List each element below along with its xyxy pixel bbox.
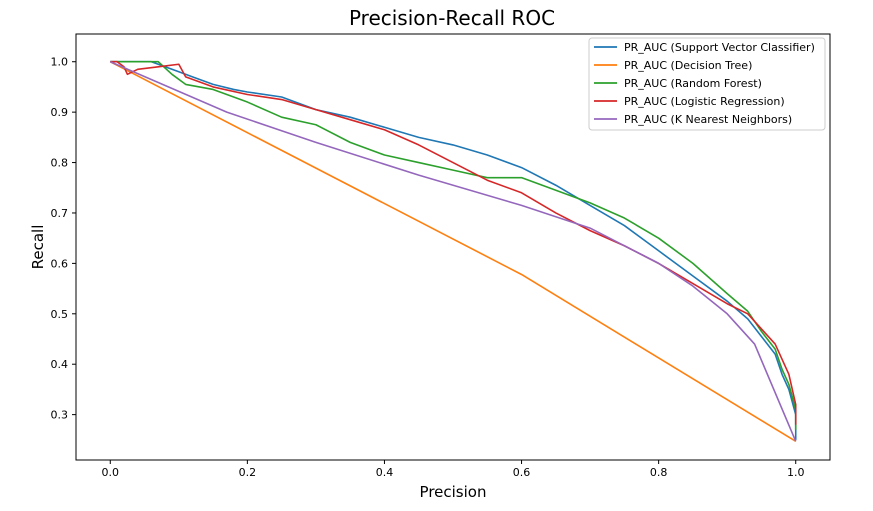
legend-entry-4: PR_AUC (K Nearest Neighbors) xyxy=(624,113,792,126)
x-axis-ticks: 0.0 0.2 0.4 0.6 0.8 1.0 xyxy=(102,460,805,479)
series-line-2 xyxy=(110,60,797,430)
legend-entry-3: PR_AUC (Logistic Regression) xyxy=(624,95,785,108)
y-tick-label: 1.0 xyxy=(51,56,69,69)
x-axis-label: Precision xyxy=(420,483,487,501)
y-tick-label: 0.9 xyxy=(51,106,69,119)
y-tick-label: 0.8 xyxy=(51,157,69,170)
y-tick-label: 0.4 xyxy=(51,358,69,371)
x-tick-label: 0.0 xyxy=(102,466,120,479)
y-tick-label: 0.5 xyxy=(51,308,69,321)
y-axis-ticks: 0.3 0.4 0.5 0.6 0.7 0.8 0.9 1.0 xyxy=(51,56,76,422)
legend-entry-0: PR_AUC (Support Vector Classifier) xyxy=(624,41,815,54)
legend-box xyxy=(588,37,826,131)
series-line-4 xyxy=(109,60,797,442)
x-tick-label: 0.2 xyxy=(239,466,257,479)
legend-entry-2: PR_AUC (Random Forest) xyxy=(624,77,762,90)
x-tick-label: 0.6 xyxy=(513,466,531,479)
chart-title: Precision-Recall ROC xyxy=(349,6,555,30)
legend: PR_AUC (Support Vector Classifier) PR_AUC… xyxy=(588,37,826,131)
series-line-3 xyxy=(110,60,797,425)
x-tick-label: 0.4 xyxy=(376,466,394,479)
y-tick-label: 0.3 xyxy=(51,409,69,422)
plot-area-frame xyxy=(75,33,831,461)
y-tick-label: 0.6 xyxy=(51,257,69,270)
series-line-1 xyxy=(109,61,797,443)
y-axis-label: Recall xyxy=(29,225,47,270)
legend-entry-1: PR_AUC (Decision Tree) xyxy=(624,59,752,72)
x-tick-label: 0.8 xyxy=(650,466,668,479)
y-tick-label: 0.7 xyxy=(51,207,69,220)
series-line-0 xyxy=(110,60,797,440)
x-tick-label: 1.0 xyxy=(787,466,805,479)
series-layer xyxy=(109,60,797,443)
